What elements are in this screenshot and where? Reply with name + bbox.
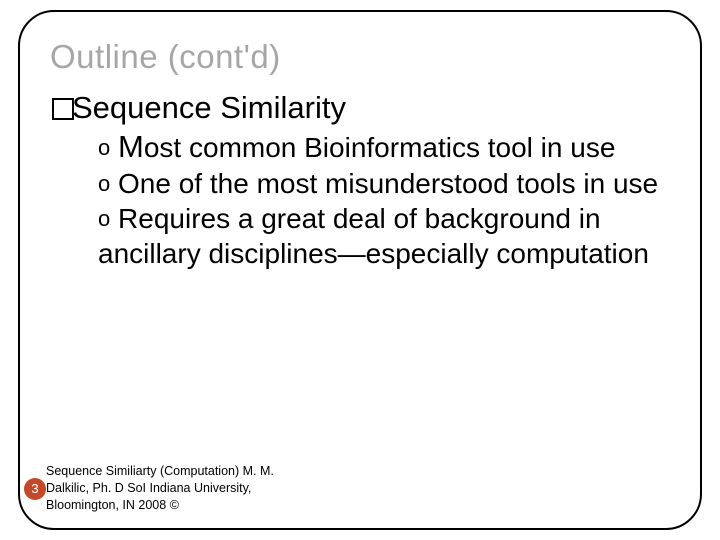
- square-bullet-icon: [52, 98, 74, 120]
- footer-line: Sequence Similiarty (Computation) M. M.: [46, 464, 274, 478]
- page-number-badge: 3: [24, 478, 46, 500]
- list-item-leadcap: M: [118, 129, 144, 164]
- top-bullet-line: Sequence Similarity: [52, 90, 670, 126]
- list-item: o Most common Bioinformatics tool in use: [98, 128, 670, 167]
- top-bullet-text: Sequence Similarity: [72, 90, 346, 125]
- list-item: o One of the most misunderstood tools in…: [98, 166, 670, 201]
- footer-line: Dalkilic, Ph. D SoI Indiana University,: [46, 481, 251, 495]
- list-item: o Requires a great deal of background in…: [98, 201, 670, 271]
- list-item-text: Requires a great deal of background in a…: [98, 203, 649, 269]
- circle-bullet-icon: o: [98, 206, 110, 231]
- circle-bullet-icon: o: [98, 171, 110, 196]
- footer-block: 3 Sequence Similiarty (Computation) M. M…: [46, 463, 406, 514]
- list-item-text: ost common Bioinformatics tool in use: [144, 132, 616, 163]
- slide-title: Outline (cont'd): [50, 38, 670, 76]
- slide-content: Sequence Similarity o Most common Bioinf…: [50, 90, 670, 271]
- footer-line: Bloomington, IN 2008 ©: [46, 498, 179, 512]
- sub-bullet-list: o Most common Bioinformatics tool in use…: [98, 128, 670, 272]
- footer-citation: Sequence Similiarty (Computation) M. M. …: [46, 463, 406, 514]
- circle-bullet-icon: o: [98, 135, 110, 160]
- slide-frame: Outline (cont'd) Sequence Similarity o M…: [18, 10, 702, 530]
- list-item-text: One of the most misunderstood tools in u…: [110, 168, 658, 199]
